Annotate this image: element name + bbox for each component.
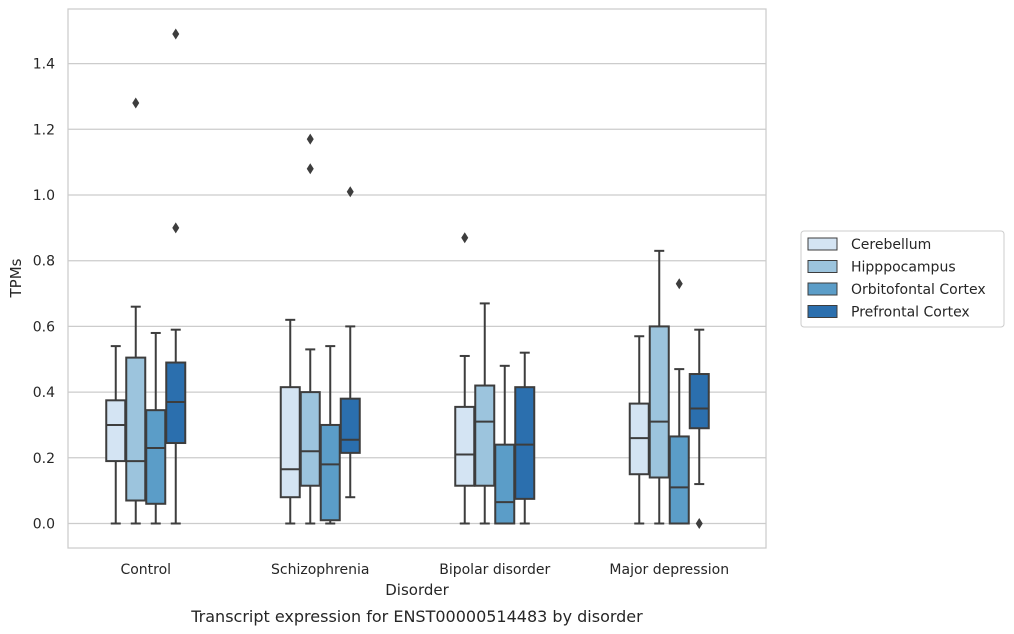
box-2-2 [494, 364, 516, 525]
x-tick-label-3: Major depression [609, 562, 729, 578]
box-3-0 [628, 335, 650, 525]
legend-swatch-2 [807, 282, 838, 296]
y-tick-label-1: 0.2 [33, 451, 55, 467]
plot-area-frame [67, 8, 767, 549]
box-iqr [339, 397, 361, 454]
box-0-1 [125, 97, 147, 525]
boxes [105, 28, 710, 529]
outlier-point-0 [132, 97, 140, 109]
x-tick-label-2: Bipolar disorder [439, 562, 550, 578]
x-tick-label-1: Schizophrenia [271, 562, 369, 578]
box-iqr [105, 399, 127, 463]
box-iqr [454, 405, 476, 487]
box-0-0 [105, 345, 127, 525]
legend-swatch-1 [807, 260, 838, 273]
box-1-0 [279, 318, 301, 525]
outlier-point-1 [172, 28, 180, 40]
box-iqr [514, 386, 536, 500]
legend-frame [800, 230, 1005, 328]
box-0-2 [145, 331, 167, 525]
legend-label-2: Orbitofontal Cortex [851, 282, 986, 298]
legend-label-3: Prefrontal Cortex [851, 305, 970, 321]
y-tick-label-0: 0.0 [33, 517, 55, 533]
y-tick-label-7: 1.4 [33, 57, 55, 73]
x-tick-label-0: Control [120, 562, 171, 578]
y-tick-label-3: 0.6 [33, 319, 55, 335]
legend: Cerebellum Hipppocampus Orbitofontal Corte… [800, 230, 1005, 328]
box-1-3 [339, 186, 361, 499]
box-iqr [125, 356, 147, 502]
box-3-3 [688, 328, 710, 529]
box-iqr [299, 391, 321, 487]
legend-label-0: Cerebellum [851, 237, 931, 253]
box-iqr [688, 373, 710, 430]
outlier-point-0 [695, 518, 703, 529]
box-2-3 [514, 351, 536, 525]
box-3-1 [648, 249, 670, 525]
outlier-point-0 [675, 278, 683, 290]
x-axis-ticks: Control Schizophrenia Bipolar disorder Majo… [120, 562, 729, 578]
box-1-2 [319, 345, 341, 525]
box-iqr [648, 325, 670, 479]
legend-swatch-3 [807, 305, 838, 318]
y-tick-label-6: 1.2 [33, 122, 55, 138]
box-iqr [279, 386, 301, 499]
box-2-0 [454, 232, 476, 525]
box-iqr [668, 435, 690, 525]
legend-swatch-0 [807, 237, 838, 251]
box-3-2 [668, 278, 690, 525]
box-iqr [474, 384, 496, 487]
outlier-point-0 [461, 232, 469, 244]
x-axis-title: Disorder [385, 581, 449, 599]
chart-caption: Transcript expression for ENST0000051448… [190, 607, 643, 626]
outlier-point-1 [306, 133, 314, 145]
box-iqr [319, 423, 341, 522]
outlier-point-0 [346, 186, 354, 198]
box-0-3 [165, 28, 187, 525]
y-tick-label-4: 0.8 [33, 254, 55, 270]
box-iqr [145, 409, 167, 505]
y-tick-label-2: 0.4 [33, 385, 55, 401]
box-iqr [494, 443, 516, 525]
legend-label-1: Hipppocampus [851, 260, 956, 276]
y-axis-ticks: 0.0 0.2 0.4 0.6 0.8 1.0 1.2 1.4 [33, 57, 55, 533]
box-2-1 [474, 302, 496, 525]
y-tick-label-5: 1.0 [33, 188, 55, 204]
y-axis-title: TPMs [7, 258, 25, 298]
box-1-1 [299, 133, 321, 525]
outlier-point-0 [306, 163, 314, 175]
outlier-point-0 [172, 222, 180, 234]
